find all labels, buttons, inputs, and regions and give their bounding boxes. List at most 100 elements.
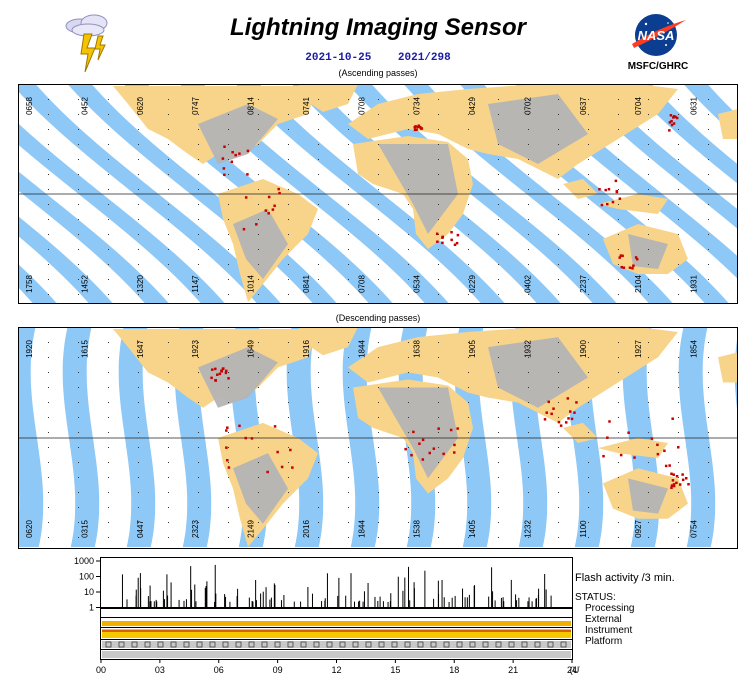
date-value: 2021-10-25: [305, 52, 372, 64]
platform-status-fill: [102, 641, 571, 648]
y-tick-label: 1000: [74, 556, 94, 566]
status-processing: Processing: [585, 603, 635, 614]
top-pass-time: 0658: [25, 97, 34, 115]
top-pass-time: 0814: [247, 97, 256, 115]
desc-time-labels: 1920 1615 1647 1923 1649 1916 1844 1638 1905 1932…: [25, 340, 699, 538]
bottom-pass-time: 1232: [523, 520, 532, 538]
bottom-pass-time: 0402: [523, 275, 532, 293]
status-instrument: Instrument: [585, 625, 633, 636]
top-pass-time: 0702: [523, 97, 532, 115]
bottom-pass-time: 1452: [80, 275, 89, 293]
flash-y-axis: 1000 100 10 1: [74, 556, 100, 613]
x-tick-label: 24: [567, 665, 577, 675]
top-pass-time: 0631: [690, 97, 699, 115]
ascending-passes-map[interactable]: 0658 0452 0620 0747 0814 0741 0708 0734 0429 0702…: [18, 84, 738, 304]
bottom-pass-time: 0708: [357, 275, 366, 293]
bottom-pass-time: 1014: [247, 275, 256, 293]
asc-land: [113, 84, 738, 302]
bottom-pass-time: 2323: [191, 520, 200, 538]
top-pass-time: 0452: [80, 97, 89, 115]
top-pass-time: 1649: [247, 340, 256, 358]
x-tick-label: 15: [390, 665, 400, 675]
bottom-pass-time: 0315: [80, 520, 89, 538]
bottom-pass-time: 0927: [634, 520, 643, 538]
nasa-logo-text: NASA: [638, 28, 675, 43]
bottom-pass-time: 2104: [634, 275, 643, 293]
top-pass-time: 1615: [80, 340, 89, 358]
y-tick-label: 100: [79, 572, 94, 582]
org-label: MSFC/GHRC: [627, 61, 689, 72]
x-tick-label: 00: [96, 665, 106, 675]
day-of-year: 2021/298: [397, 52, 451, 64]
bottom-pass-time: 0229: [468, 275, 477, 293]
x-tick-label: 06: [214, 665, 224, 675]
top-pass-time: 1916: [302, 340, 311, 358]
status-legend: Flash activity /3 min. STATUS: Processin…: [575, 570, 675, 648]
top-pass-time: 0704: [634, 97, 643, 115]
top-pass-time: 0429: [468, 97, 477, 115]
top-pass-time: 1905: [468, 340, 477, 358]
processing-row: [100, 608, 573, 618]
x-tick-label: 18: [449, 665, 459, 675]
bottom-pass-time: 1100: [579, 520, 588, 538]
top-pass-time: 1844: [357, 340, 366, 358]
external-status-fill: [102, 621, 571, 626]
status-platform: Platform: [585, 636, 623, 647]
x-tick-label: 21: [508, 665, 518, 675]
top-pass-time: 0741: [302, 97, 311, 115]
top-pass-time: 0637: [579, 97, 588, 115]
x-tick-label: 09: [273, 665, 283, 675]
top-pass-time: 0708: [357, 97, 366, 115]
platform-status-fill-2: [102, 651, 571, 658]
flash-activity-label: Flash activity /3 min.: [575, 572, 675, 584]
x-axis-unit: (UTC): [570, 665, 580, 675]
top-pass-time: 1638: [413, 340, 422, 358]
top-pass-time: 1647: [136, 340, 145, 358]
top-pass-time: 0620: [136, 97, 145, 115]
bottom-pass-time: 2149: [247, 520, 256, 538]
asc-grid: [18, 99, 738, 295]
asc-flashes: [221, 114, 679, 270]
y-tick-label: 10: [84, 587, 94, 597]
bottom-pass-time: 2237: [579, 275, 588, 293]
descending-label: (Descending passes): [335, 313, 421, 323]
status-external: External: [585, 614, 622, 625]
bottom-pass-time: 1538: [413, 520, 422, 538]
page-title: Lightning Imaging Sensor: [230, 14, 526, 41]
asc-time-labels: 0658 0452 0620 0747 0814 0741 0708 0734 0429 0702…: [25, 97, 699, 293]
bottom-pass-time: 1844: [357, 520, 366, 538]
bottom-pass-time: 1931: [690, 275, 699, 293]
bottom-pass-time: 0620: [25, 520, 34, 538]
desc-grid: [18, 342, 738, 538]
nasa-logo-icon: NASA: [632, 14, 686, 56]
bottom-pass-time: 0841: [302, 275, 311, 293]
top-pass-time: 1932: [523, 340, 532, 358]
bottom-pass-time: 1405: [468, 520, 477, 538]
status-title: STATUS:: [575, 592, 616, 603]
top-pass-time: 1854: [690, 340, 699, 358]
desc-flashes: [210, 367, 690, 490]
bottom-pass-time: 0534: [413, 275, 422, 293]
bottom-pass-time: 0754: [690, 520, 699, 538]
descending-passes-map[interactable]: 1920 1615 1647 1923 1649 1916 1844 1638 1905 1932…: [18, 327, 738, 549]
top-pass-time: 0747: [191, 97, 200, 115]
x-tick-label: 12: [331, 665, 341, 675]
top-pass-time: 1923: [191, 340, 200, 358]
top-pass-time: 1927: [634, 340, 643, 358]
time-x-axis: 00 03 06 09 12 15 18 21 24(UTC): [96, 659, 580, 675]
bottom-pass-time: 1758: [25, 275, 34, 293]
lightning-cloud-icon: [65, 14, 108, 73]
bottom-pass-time: 1320: [136, 275, 145, 293]
instrument-status-fill: [102, 629, 571, 638]
date-bar: 2021-10-25 2021/298: [0, 52, 756, 64]
top-pass-time: 1900: [579, 340, 588, 358]
top-pass-time: 0734: [413, 97, 422, 115]
bottom-pass-time: 1147: [191, 275, 200, 293]
bottom-pass-time: 2016: [302, 520, 311, 538]
top-pass-time: 1920: [25, 340, 34, 358]
bottom-pass-time: 0447: [136, 520, 145, 538]
flash-activity-bars: [121, 564, 552, 607]
status-panel: 1000 100 10 1 00 03 06 09 12 15 18 21 24(UTC): [74, 556, 580, 675]
x-tick-label: 03: [155, 665, 165, 675]
flash-activity-plot: [100, 557, 573, 608]
